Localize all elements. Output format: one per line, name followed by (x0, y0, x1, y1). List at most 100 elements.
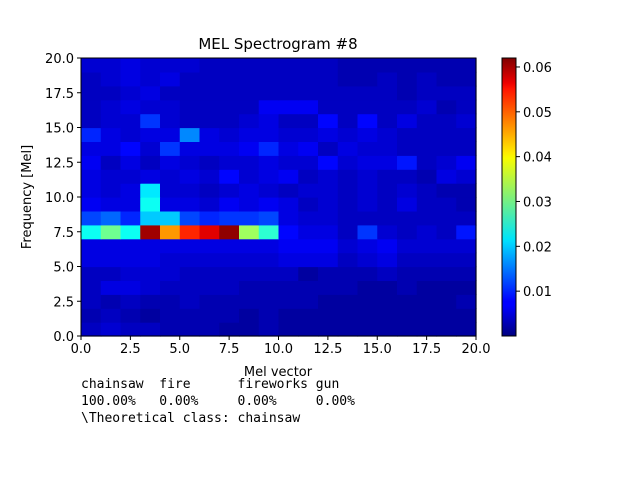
heatmap-cell (100, 308, 122, 323)
heatmap-cell (239, 252, 260, 268)
heatmap-cell (179, 169, 201, 184)
heatmap-cell (199, 127, 220, 142)
heatmap-cell (120, 266, 141, 281)
heatmap-cell (337, 294, 359, 309)
heatmap-cell (397, 113, 418, 129)
heatmap-cell (456, 141, 477, 156)
x-tick-label: 20.0 (462, 342, 491, 357)
heatmap-cell (377, 238, 398, 254)
heatmap-cell (160, 71, 181, 87)
heatmap-cell (199, 252, 220, 268)
heatmap-cell (239, 197, 260, 212)
heatmap-cell (160, 266, 181, 281)
colorbar-tick-label: 0.03 (523, 195, 552, 210)
heatmap-cell (140, 322, 161, 337)
heatmap-cell (179, 197, 201, 212)
heatmap-cell (160, 113, 181, 129)
heatmap-cell (199, 197, 220, 212)
y-tick-label: 17.5 (45, 87, 74, 102)
heatmap-cell (199, 58, 220, 73)
heatmap-cell (436, 197, 457, 212)
heatmap-cell (199, 113, 220, 129)
heatmap-cell (456, 58, 477, 73)
heatmap-cell (318, 99, 339, 115)
heatmap-cell (357, 294, 378, 309)
heatmap-cell (219, 155, 240, 170)
heatmap-cell (160, 58, 181, 73)
heatmap-cell (239, 113, 260, 129)
heatmap-cell (258, 71, 280, 87)
heatmap-cell (298, 169, 319, 184)
x-tick-label: 0.0 (71, 342, 92, 357)
heatmap-cell (298, 224, 319, 240)
heatmap-cell (199, 155, 220, 170)
heatmap-cell (100, 197, 122, 212)
heatmap-cell (337, 252, 359, 268)
heatmap-cell (219, 210, 240, 226)
heatmap-cell (377, 252, 398, 268)
heatmap-cell (160, 85, 181, 101)
heatmap-cell (199, 183, 220, 198)
heatmap-cell (219, 238, 240, 254)
heatmap-cell (81, 224, 102, 240)
heatmap-cell (140, 155, 161, 170)
heatmap-cell (397, 210, 418, 226)
heatmap-cell (397, 322, 418, 337)
heatmap-cell (278, 183, 299, 198)
heatmap-cell (337, 308, 359, 323)
heatmap-cell (377, 127, 398, 142)
y-tick-label: 12.5 (45, 156, 74, 171)
heatmap-cell (337, 224, 359, 240)
heatmap-cell (140, 210, 161, 226)
heatmap-cell (219, 169, 240, 184)
heatmap-cell (100, 141, 122, 156)
y-tick-label: 20.0 (45, 52, 74, 67)
heatmap-cell (81, 308, 102, 323)
heatmap-cell (357, 141, 378, 156)
heatmap-cell (219, 308, 240, 323)
heatmap-cell (377, 58, 398, 73)
heatmap-cell (397, 85, 418, 101)
y-tick-label: 5.0 (53, 261, 74, 276)
heatmap-cell (239, 224, 260, 240)
heatmap-cell (357, 224, 378, 240)
heatmap-cell (239, 322, 260, 337)
heatmap-cell (100, 71, 122, 87)
heatmap-cell (298, 294, 319, 309)
heatmap-cell (239, 99, 260, 115)
heatmap-cell (219, 224, 240, 240)
heatmap-cell (140, 85, 161, 101)
heatmap-cell (456, 308, 477, 323)
heatmap-cell (416, 141, 438, 156)
heatmap-cell (298, 113, 319, 129)
heatmap-cell (278, 252, 299, 268)
heatmap-cell (318, 169, 339, 184)
heatmap-cell (258, 266, 280, 281)
heatmap-cell (81, 71, 102, 87)
heatmap-cell (120, 169, 141, 184)
heatmap-cell (436, 224, 457, 240)
heatmap-cell (120, 280, 141, 295)
heatmap-cell (357, 71, 378, 87)
heatmap-cell (416, 294, 438, 309)
heatmap-cell (397, 238, 418, 254)
heatmap-cell (377, 266, 398, 281)
heatmap-cell (278, 322, 299, 337)
heatmap-cell (120, 58, 141, 73)
heatmap-cell (239, 169, 260, 184)
heatmap-cell (239, 238, 260, 254)
heatmap-cell (81, 127, 102, 142)
heatmap-cell (100, 266, 122, 281)
heatmap-cell (160, 169, 181, 184)
heatmap-cell (81, 197, 102, 212)
x-tick-label: 17.5 (412, 342, 441, 357)
heatmap-cell (436, 169, 457, 184)
heatmap-cell (140, 113, 161, 129)
heatmap-cell (278, 99, 299, 115)
heatmap-cell (258, 127, 280, 142)
heatmap-cell (120, 294, 141, 309)
heatmap-cell (278, 113, 299, 129)
heatmap-cell (278, 224, 299, 240)
heatmap-cell (397, 99, 418, 115)
x-tick-label: 10.0 (264, 342, 293, 357)
